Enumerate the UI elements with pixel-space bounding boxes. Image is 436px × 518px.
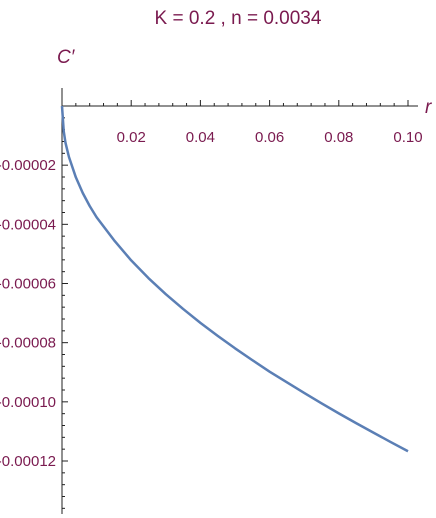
y-tick-label: -0.00006 [0, 276, 56, 293]
y-tick-label: -0.00008 [0, 335, 56, 352]
y-tick-label: -0.00012 [0, 453, 56, 470]
x-tick-label: 0.08 [324, 129, 353, 146]
x-tick-label: 0.06 [255, 129, 284, 146]
x-tick-label: 0.10 [393, 129, 422, 146]
y-tick-label: -0.00004 [0, 216, 56, 233]
chart-title: K = 0.2 , n = 0.0034 [155, 8, 322, 29]
axis-ticks [62, 100, 409, 509]
x-tick-label: 0.02 [117, 129, 146, 146]
series-line [60, 105, 409, 453]
tick-labels: 0.02 0.04 0.06 0.08 0.10 -0.00002 -0.00004 -0.0… [0, 129, 423, 470]
x-axis-label: r [425, 97, 432, 118]
y-tick-label: -0.00002 [0, 157, 56, 174]
series-layer [60, 105, 409, 453]
x-tick-label: 0.04 [186, 129, 215, 146]
y-tick-label: -0.00010 [0, 394, 56, 411]
y-axis-label: C′ [57, 47, 76, 68]
